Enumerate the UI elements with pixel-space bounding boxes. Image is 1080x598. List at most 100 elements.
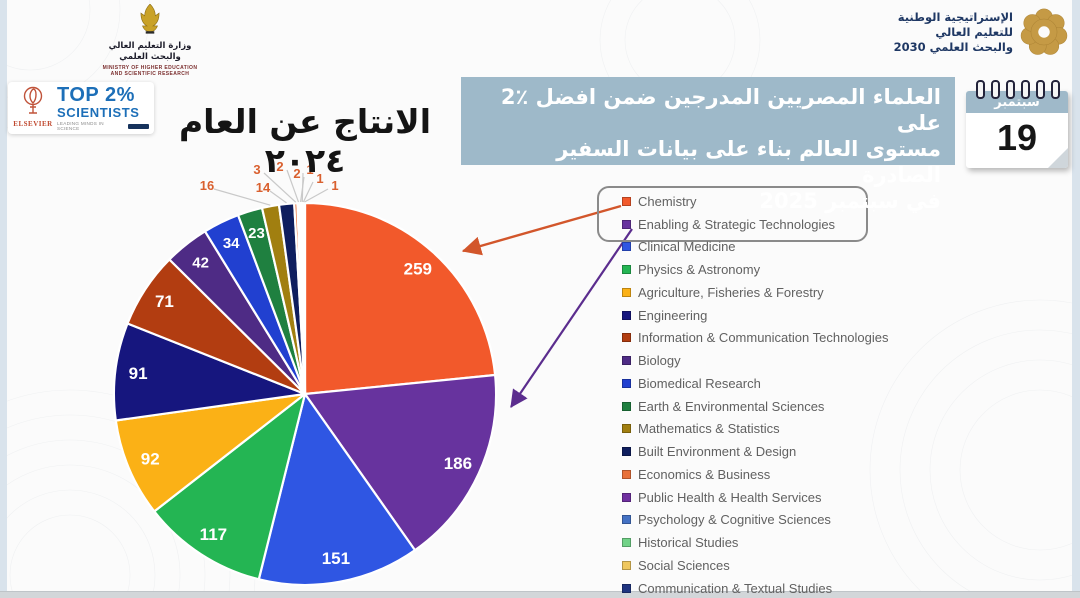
legend-item: Mathematics & Statistics <box>622 418 889 441</box>
annotation-arrows <box>461 204 633 408</box>
pie-callout-value: 16 <box>200 178 214 193</box>
legend-marker <box>622 583 631 593</box>
legend-marker <box>622 356 631 366</box>
pie-slice <box>303 201 497 396</box>
legend-marker <box>622 378 631 388</box>
legend-marker <box>622 219 631 229</box>
pie-callout-value: 3 <box>253 162 260 177</box>
pie-callout-value: 1 <box>306 162 313 177</box>
legend-label: Biomedical Research <box>638 375 761 391</box>
callout-leader-line <box>263 172 297 203</box>
callout-leader-line <box>213 188 271 206</box>
legend-item: Economics & Business <box>622 463 889 486</box>
legend-label: Built Environment & Design <box>638 444 797 460</box>
legend-label: Economics & Business <box>638 466 771 482</box>
legend-marker <box>622 242 631 252</box>
legend-marker <box>622 538 631 548</box>
pie-slice-value: 34 <box>223 235 240 252</box>
callout-leader-line <box>304 188 329 203</box>
pie-slice-value: 186 <box>444 454 472 473</box>
legend-item: Psychology & Cognitive Sciences <box>622 509 889 532</box>
legend-item: Public Health & Health Services <box>622 486 889 509</box>
legend-item: Information & Communication Technologies <box>622 327 889 350</box>
legend-marker <box>622 424 631 434</box>
scientists-title: SCIENTISTS <box>57 105 140 120</box>
legend-marker <box>622 333 631 343</box>
legend-label: Mathematics & Statistics <box>638 421 780 437</box>
pie-slice-value: 117 <box>200 525 227 544</box>
legend-marker <box>622 196 631 206</box>
right-edge-strip <box>1072 0 1080 598</box>
legend-item: Earth & Environmental Sciences <box>622 395 889 418</box>
legend-label: Communication & Textual Studies <box>638 580 833 596</box>
chart-title: الانتاج عن العام ٢٠٢٤ <box>178 102 432 180</box>
pie-slice-value: 42 <box>192 254 209 271</box>
ministry-english-name-line2: AND SCIENTIFIC RESEARCH <box>110 71 190 77</box>
pie-slice-value: 71 <box>155 292 174 311</box>
callout-leader-line <box>302 181 314 203</box>
info-box: العلماء المصريين المدرجين ضمن افضل ٪2 عل… <box>461 77 955 213</box>
info-box-line3: في سبتمبر 2025 <box>759 189 941 213</box>
legend-label: Biology <box>638 353 681 369</box>
info-box-line1: العلماء المصريين المدرجين ضمن افضل ٪2 عل… <box>500 85 941 135</box>
strategy-line3: والبحث العلمي 2030 <box>893 39 1013 54</box>
legend-marker <box>622 447 631 457</box>
chemistry-arrow <box>461 204 622 256</box>
pie-callout-value: 14 <box>256 180 271 195</box>
enabling-arrow <box>510 228 633 408</box>
legend-item: Historical Studies <box>622 531 889 554</box>
legend-label: Agriculture, Fisheries & Forestry <box>638 284 824 300</box>
pie-slice <box>112 322 307 422</box>
pie-callout-value: 2 <box>276 159 283 174</box>
pie-slice-value: 151 <box>322 549 350 568</box>
callout-leader-line <box>269 190 287 204</box>
legend-label: Public Health & Health Services <box>638 489 822 505</box>
legend-label: Information & Communication Technologies <box>638 330 889 346</box>
legend-item: Physics & Astronomy <box>622 258 889 281</box>
legend-item: Built Environment & Design <box>622 440 889 463</box>
legend-item: Communication & Textual Studies <box>622 577 889 598</box>
pie-callout-value: 1 <box>316 171 323 186</box>
legend-marker <box>622 287 631 297</box>
pie-callout-value: 1 <box>331 178 338 193</box>
legend-item: Engineering <box>622 304 889 327</box>
ministry-arabic-name: وزارة التعليم العالي والبحث العلمي <box>108 41 192 62</box>
legend-marker <box>622 492 631 502</box>
chart-legend: Chemistry Enabling & Strategic Technologi… <box>622 190 889 598</box>
callout-leader-line <box>286 169 300 203</box>
legend-marker <box>622 401 631 411</box>
legend-label: Social Sciences <box>638 557 730 573</box>
legend-item: Chemistry <box>622 190 889 213</box>
pie-slice-value: 92 <box>141 450 160 469</box>
callout-leader-line <box>301 172 304 203</box>
calendar-day: 19 <box>996 117 1038 158</box>
pie-slice-value: 23 <box>248 225 265 242</box>
pie-slice <box>257 392 417 587</box>
pie-slice <box>114 392 307 513</box>
egypt-eagle-icon <box>140 3 160 34</box>
legend-label: Clinical Medicine <box>638 239 736 255</box>
elsevier-subtitle-pill <box>127 124 149 130</box>
pie-callout-value: 2 <box>293 166 300 181</box>
legend-label: Enabling & Strategic Technologies <box>638 216 836 232</box>
elsevier-subtitle: LEADING MINDS IN SCIENCE <box>57 121 104 131</box>
elsevier-brand-text: ELSEVIER <box>13 120 53 128</box>
top2-title: TOP 2% <box>57 84 135 106</box>
pie-slice <box>303 373 498 552</box>
legend-highlight-box <box>597 186 868 242</box>
legend-label: Historical Studies <box>638 535 739 551</box>
strategy-block: الإستراتيجية الوطنية للتعليم العالي والب… <box>882 8 1068 56</box>
legend-item: Clinical Medicine <box>622 236 889 259</box>
legend-label: Chemistry <box>638 193 697 209</box>
strategy-rosette-icon <box>1020 8 1068 55</box>
pie-slice <box>153 392 307 581</box>
ministry-logo-block: وزارة التعليم العالي والبحث العلمي MINIS… <box>93 3 207 77</box>
legend-marker <box>622 469 631 479</box>
elsevier-tree-icon <box>23 86 43 114</box>
info-box-line2: مستوى العالم بناء على بيانات السفير الصا… <box>556 137 941 187</box>
legend-item: Enabling & Strategic Technologies <box>622 213 889 236</box>
legend-item: Biology <box>622 349 889 372</box>
legend-label: Earth & Environmental Sciences <box>638 398 825 414</box>
